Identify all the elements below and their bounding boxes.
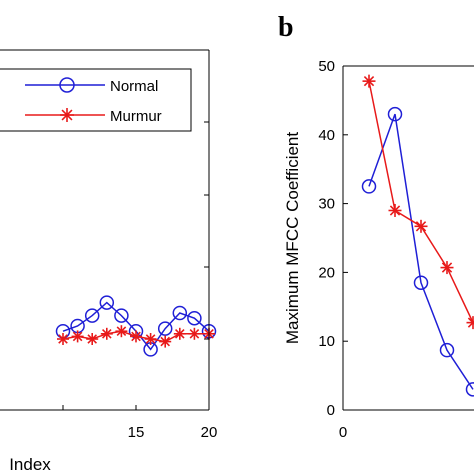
- y-axis-label-b: Maximum MFCC Coefficient: [283, 132, 302, 345]
- legend-label-normal: Normal: [110, 78, 158, 95]
- data-point-murmur-a-stroke: [174, 328, 185, 339]
- data-point-normal-a: [187, 310, 202, 326]
- y-tick-label-b: 30: [318, 196, 335, 213]
- data-point-murmur-b-stroke: [467, 320, 474, 328]
- plot-area-b: [343, 66, 474, 411]
- data-point-normal-a: [157, 321, 173, 336]
- legend-label-murmur: Murmur: [110, 108, 162, 125]
- data-point-murmur-a-stroke: [58, 334, 68, 344]
- chart-panel-b: b 0 10 20 30 40 50 0 Maximum MFCC Coefficient: [278, 12, 474, 441]
- data-point-normal-a: [172, 305, 188, 321]
- data-point-murmur-a: [86, 333, 99, 345]
- data-point-murmur-a: [144, 333, 157, 345]
- data-point-normal-a: [84, 308, 100, 323]
- y-tick-label-b: 10: [318, 333, 335, 350]
- data-point-murmur-b-stroke: [389, 205, 401, 216]
- data-point-murmur-a: [173, 327, 186, 340]
- data-point-murmur-a-stroke: [131, 331, 141, 342]
- x-tick-label-b: 0: [339, 424, 347, 441]
- data-point-murmur-b-stroke: [415, 221, 427, 232]
- data-point-murmur-a: [57, 333, 69, 345]
- data-point-murmur-a: [71, 330, 84, 343]
- data-point-murmur-a-stroke: [72, 331, 83, 342]
- data-point-normal-b: [439, 342, 455, 358]
- y-tick-label-b: 20: [318, 264, 335, 281]
- legend-star-mark-stroke: [61, 109, 73, 121]
- data-point-murmur-b: [466, 316, 474, 330]
- data-point-normal-b: [413, 275, 429, 290]
- data-point-murmur-a-stroke: [160, 336, 171, 347]
- data-point-normal-b: [465, 382, 474, 397]
- data-point-murmur-a-stroke: [145, 334, 156, 344]
- data-point-murmur-a: [188, 327, 201, 340]
- panel-letter-b: b: [278, 12, 294, 43]
- data-point-murmur-b: [362, 74, 376, 88]
- x-tick-label-a: 15: [128, 424, 145, 441]
- data-point-murmur-a: [100, 327, 113, 340]
- legend-star-mark: [60, 108, 74, 122]
- data-point-murmur-b: [414, 219, 428, 233]
- data-point-murmur-a-stroke: [101, 328, 112, 339]
- data-point-murmur-a: [159, 335, 172, 348]
- data-point-murmur-a-stroke: [87, 334, 98, 344]
- data-point-normal-b: [387, 106, 403, 122]
- y-tick-label-b: 40: [318, 127, 335, 144]
- data-point-normal-a: [114, 308, 129, 323]
- legend-marker-murmur: [60, 108, 74, 122]
- data-point-murmur-a: [130, 330, 142, 343]
- series-line-normal-b: [368, 113, 474, 390]
- data-point-murmur-a: [115, 325, 128, 338]
- data-point-murmur-b: [440, 261, 454, 275]
- data-point-murmur-a-stroke: [116, 326, 127, 337]
- data-point-normal-a: [99, 295, 115, 310]
- data-point-murmur-b: [388, 203, 402, 217]
- legend-marker-normal: [59, 77, 75, 93]
- y-tick-label-b: 50: [318, 58, 335, 75]
- data-point-murmur-a-stroke: [189, 328, 200, 339]
- legend: Normal Murmur: [0, 68, 192, 132]
- data-point-murmur-b-stroke: [441, 262, 453, 273]
- y-tick-label-b: 0: [327, 402, 335, 419]
- legend-box: [0, 68, 192, 132]
- x-axis-label-a: Index: [9, 455, 51, 474]
- data-point-murmur-b-stroke: [363, 75, 375, 87]
- x-tick-label-a: 20: [201, 424, 218, 441]
- data-point-normal-b: [361, 179, 377, 194]
